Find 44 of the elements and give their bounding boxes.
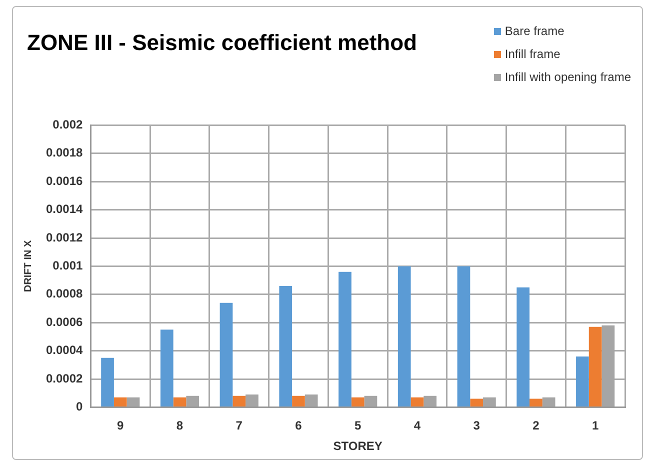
y-tick-label: 0.002 [52,118,84,132]
bar [516,287,530,406]
bar [338,272,352,406]
bar [232,396,246,406]
x-axis-title: STOREY [333,439,382,454]
bar [160,330,174,406]
y-tick-label: 0.0018 [46,146,84,160]
y-tick-label: 0 [76,400,84,414]
x-tick-label: 4 [414,418,421,433]
bar [101,358,114,406]
x-tick-label: 3 [473,418,480,433]
x-tick-label: 5 [354,418,362,433]
y-tick-label: 0.0014 [46,202,84,216]
y-tick-label: 0.0006 [46,314,84,329]
y-tick-label: 0.0008 [46,286,84,301]
x-tick-label: 1 [592,418,599,433]
x-tick-label: 8 [176,418,184,433]
bar [470,398,484,406]
y-axis-title: DRIFT IN X [22,240,34,292]
bar [457,266,470,406]
bar [398,266,411,406]
legend-label: Bare frame [504,24,564,38]
bar [530,398,542,406]
bar [292,396,305,406]
y-tick-label: 0.0004 [46,343,84,358]
bar [173,397,186,406]
legend-label: Infill with opening frame [504,70,631,84]
bar [588,326,602,406]
x-tick-label: 2 [532,418,540,433]
y-tick-label: 0.0016 [46,174,84,188]
bar [351,397,364,406]
bar [576,356,589,406]
x-tick-label: 7 [236,418,243,433]
y-tick-label: 0.001 [52,258,84,273]
bar [279,286,292,406]
chart-title: ZONE III - Seismic coefficient method [27,30,417,56]
bar [410,397,424,406]
x-tick-label: 9 [117,418,124,433]
x-tick-label: 6 [295,418,302,433]
y-tick-label: 0.0012 [46,230,84,244]
y-tick-label: 0.0002 [46,371,84,386]
legend-label: Infill frame [504,47,560,61]
bar [220,302,233,406]
bar [114,397,127,406]
